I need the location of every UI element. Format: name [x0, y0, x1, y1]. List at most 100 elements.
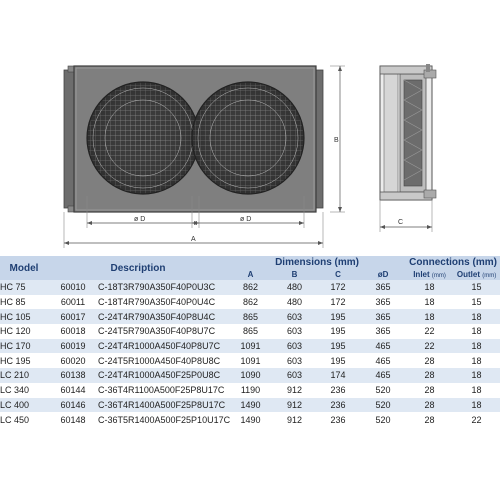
cell-c: 174 [316, 368, 361, 383]
cell-a: 862 [228, 294, 274, 310]
front-view: B ø D ø D A [63, 65, 345, 248]
cell-b: 912 [273, 397, 317, 413]
cell-model: HC 85 [0, 294, 48, 310]
cell-d: 465 [360, 338, 407, 354]
cell-c: 236 [316, 397, 361, 413]
table-row: HC 170 60019 C-24T4R1000A450F40P8U7C 1091 60… [0, 338, 500, 354]
header-c: C [316, 268, 361, 280]
table-subheader-row: A B C øD Inlet (mm) Outlet (mm) [0, 268, 500, 280]
cell-outlet: 18 [453, 338, 500, 354]
cell-code: 60018 [48, 324, 98, 339]
dimension-d-label-right: ø D [240, 216, 251, 223]
cell-model: HC 195 [0, 353, 48, 369]
header-a: A [228, 268, 274, 280]
cell-d: 365 [360, 294, 407, 310]
cell-model: HC 105 [0, 309, 48, 325]
cell-d: 520 [360, 397, 407, 413]
header-model: Model [0, 256, 48, 280]
cell-inlet: 18 [406, 309, 454, 325]
table-row: HC 105 60017 C-24T4R790A350F40P8U4C 865 603 1… [0, 309, 500, 325]
cell-description: C-18T3R790A350F40P0U3C [98, 280, 229, 295]
cell-d: 365 [360, 309, 407, 325]
cell-model: HC 170 [0, 338, 48, 354]
cell-d: 520 [360, 382, 407, 398]
cell-description: C-36T4R1400A500F25P8U17C [98, 397, 229, 413]
cell-b: 480 [273, 294, 317, 310]
cell-b: 603 [273, 353, 317, 369]
cell-description: C-24T4R790A350F40P8U4C [98, 309, 229, 325]
cell-code: 60138 [48, 368, 98, 383]
cell-description: C-24T4R1000A450F40P8U7C [98, 338, 229, 354]
table-row: HC 120 60018 C-24T5R790A350F40P8U7C 865 603 1… [0, 324, 500, 339]
cell-a: 1190 [228, 382, 274, 398]
table-header-row: Model Description Dimensions (mm) Connec… [0, 256, 500, 280]
cell-inlet: 28 [406, 397, 454, 413]
cell-code: 60146 [48, 397, 98, 413]
cell-c: 195 [316, 324, 361, 339]
cell-d: 365 [360, 324, 407, 339]
cell-model: HC 120 [0, 324, 48, 339]
cell-a: 1490 [228, 412, 274, 427]
cell-code: 60148 [48, 412, 98, 427]
cell-description: C-24T5R790A350F40P8U7C [98, 324, 229, 339]
fan-grill-right [191, 81, 305, 195]
cell-outlet: 18 [453, 368, 500, 383]
side-view: C [379, 64, 437, 232]
cell-b: 480 [273, 280, 317, 295]
cell-c: 236 [316, 412, 361, 427]
cell-outlet: 15 [453, 280, 500, 295]
cell-outlet: 18 [453, 324, 500, 339]
cell-code: 60144 [48, 382, 98, 398]
cell-c: 195 [316, 309, 361, 325]
cell-description: C-18T4R790A350F40P0U4C [98, 294, 229, 310]
dimension-a-label: A [191, 236, 196, 243]
cell-outlet: 18 [453, 382, 500, 398]
fan-grill-left [86, 81, 200, 195]
cell-inlet: 28 [406, 353, 454, 369]
cell-c: 195 [316, 338, 361, 354]
cell-c: 236 [316, 382, 361, 398]
header-b: B [273, 268, 317, 280]
table-row: LC 400 60146 C-36T4R1400A500F25P8U17C 1490 9… [0, 397, 500, 413]
cell-outlet: 22 [453, 412, 500, 427]
cell-outlet: 15 [453, 294, 500, 310]
cell-code: 60017 [48, 309, 98, 325]
cell-description: C-24T5R1000A450F40P8U8C [98, 353, 229, 369]
cell-code: 60019 [48, 338, 98, 354]
cell-code: 60020 [48, 353, 98, 369]
cell-model: LC 340 [0, 382, 48, 398]
cell-inlet: 18 [406, 280, 454, 295]
cell-description: C-24T4R1000A450F25P0U8C [98, 368, 229, 383]
cell-inlet: 28 [406, 368, 454, 383]
cell-c: 195 [316, 353, 361, 369]
cell-outlet: 18 [453, 353, 500, 369]
cell-a: 865 [228, 324, 274, 339]
cell-a: 865 [228, 309, 274, 325]
header-outlet: Outlet (mm) [453, 268, 500, 280]
dimension-b-label: B [334, 137, 339, 144]
cell-inlet: 28 [406, 382, 454, 398]
cell-inlet: 28 [406, 412, 454, 427]
cell-model: LC 210 [0, 368, 48, 383]
cell-model: HC 75 [0, 280, 48, 295]
cell-d: 520 [360, 412, 407, 427]
cell-outlet: 18 [453, 397, 500, 413]
cell-b: 603 [273, 338, 317, 354]
header-d: øD [360, 268, 407, 280]
cell-model: LC 450 [0, 412, 48, 427]
header-connections: Connections (mm) [406, 256, 500, 268]
cell-inlet: 22 [406, 338, 454, 354]
cell-inlet: 18 [406, 294, 454, 310]
cell-b: 912 [273, 412, 317, 427]
cell-b: 603 [273, 309, 317, 325]
table-row: HC 75 60010 C-18T3R790A350F40P0U3C 862 480 17… [0, 280, 500, 295]
cell-d: 465 [360, 368, 407, 383]
table-row: HC 85 60011 C-18T4R790A350F40P0U4C 862 480 17… [0, 294, 500, 310]
cell-b: 603 [273, 324, 317, 339]
cell-model: LC 400 [0, 397, 48, 413]
cell-a: 1090 [228, 368, 274, 383]
cell-c: 172 [316, 294, 361, 310]
cell-c: 172 [316, 280, 361, 295]
dimension-d-label-left: ø D [134, 216, 145, 223]
cell-d: 465 [360, 353, 407, 369]
